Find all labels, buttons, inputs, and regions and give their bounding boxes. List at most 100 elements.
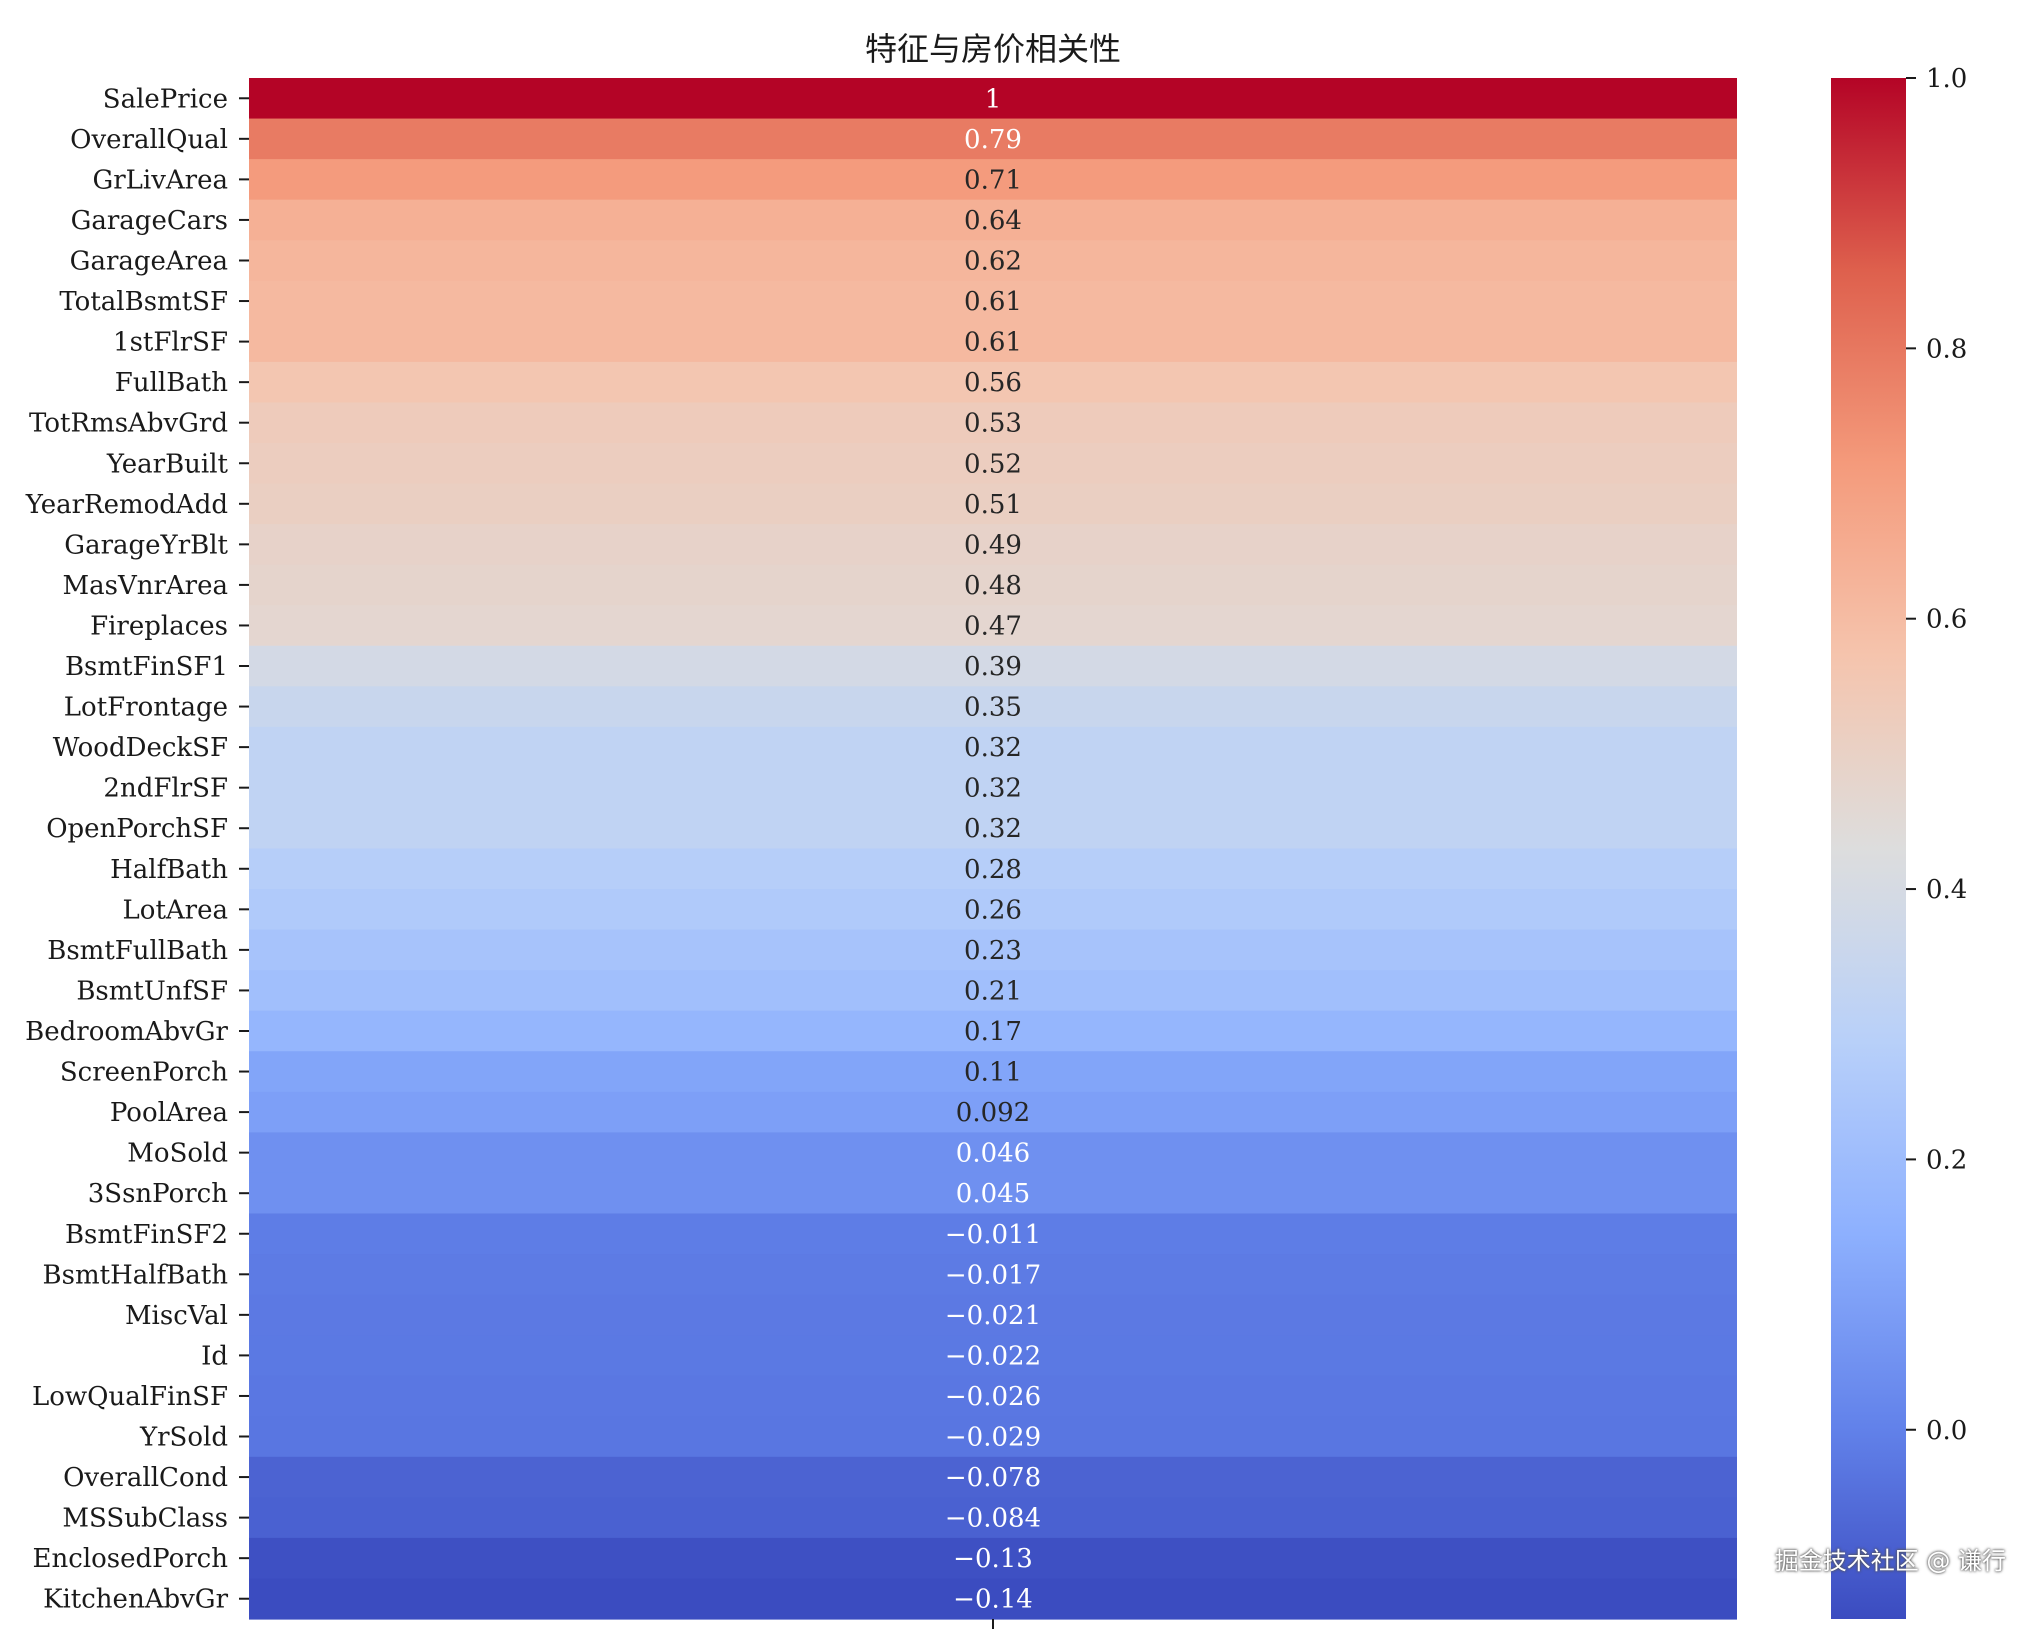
cell-value-label: 0.49 xyxy=(964,530,1022,560)
heatmap-cell-TotalBsmtSF xyxy=(249,280,1737,322)
cell-value-label: −0.026 xyxy=(945,1382,1041,1412)
cell-value-label: 0.61 xyxy=(964,287,1022,317)
heatmap-cell-GrLivArea xyxy=(249,159,1737,201)
y-tick-label: BsmtFullBath xyxy=(47,936,228,966)
colorbar-tick-label: 0.8 xyxy=(1926,334,1967,364)
cell-value-label: 0.045 xyxy=(956,1179,1030,1209)
y-tick-label: FullBath xyxy=(115,368,228,398)
colorbar-gradient xyxy=(1831,78,1906,1619)
cell-value-label: 0.32 xyxy=(964,774,1022,804)
heatmap-cell-OverallCond xyxy=(249,1456,1737,1498)
heatmap-cell-BedroomAbvGr xyxy=(249,1010,1737,1052)
cell-value-label: 0.53 xyxy=(964,409,1022,439)
y-tick-label: MiscVal xyxy=(125,1301,228,1331)
heatmap-cell-Id xyxy=(249,1335,1737,1377)
y-tick-label: GrLivArea xyxy=(92,165,228,195)
heatmap-cell-ScreenPorch xyxy=(249,1051,1737,1093)
cell-value-label: 1 xyxy=(985,84,1002,114)
cell-value-label: 0.79 xyxy=(964,125,1022,155)
y-tick-label: PoolArea xyxy=(110,1098,228,1128)
colorbar-tick-label: 0.6 xyxy=(1926,605,1967,635)
y-tick-label: TotRmsAbvGrd xyxy=(29,409,228,439)
cell-value-label: −0.14 xyxy=(953,1585,1033,1615)
heatmap-cell-BsmtFullBath xyxy=(249,929,1737,971)
cell-value-label: 0.62 xyxy=(964,246,1022,276)
heatmap-cell-LotArea xyxy=(249,889,1737,931)
heatmap-cell-TotRmsAbvGrd xyxy=(249,402,1737,444)
cell-value-label: 0.046 xyxy=(956,1139,1030,1169)
heatmap-cell-GarageYrBlt xyxy=(249,524,1737,566)
y-tick-label: MSSubClass xyxy=(62,1504,228,1534)
cell-value-label: 0.11 xyxy=(964,1058,1022,1088)
y-tick-label: YrSold xyxy=(139,1423,228,1453)
heatmap-cell-EnclosedPorch xyxy=(249,1537,1737,1580)
heatmap-cell-MSSubClass xyxy=(249,1497,1737,1539)
y-tick-label: BsmtUnfSF xyxy=(76,976,228,1006)
cell-value-label: −0.017 xyxy=(945,1260,1041,1290)
heatmap-cell-YearRemodAdd xyxy=(249,483,1737,525)
y-tick-label: LowQualFinSF xyxy=(32,1382,228,1412)
heatmap-cell-Fireplaces xyxy=(249,605,1737,647)
y-tick-label: 2ndFlrSF xyxy=(103,774,228,804)
y-tick-label: OpenPorchSF xyxy=(46,814,228,844)
y-tick-label: EnclosedPorch xyxy=(33,1544,229,1574)
cell-value-label: 0.35 xyxy=(964,693,1022,723)
cell-value-label: 0.28 xyxy=(964,855,1022,885)
colorbar-tick-label: 0.2 xyxy=(1926,1145,1967,1175)
colorbar-tick-label: 0.0 xyxy=(1926,1416,1967,1446)
y-tick-label: BsmtHalfBath xyxy=(43,1260,229,1290)
y-tick-label: OverallQual xyxy=(70,125,228,155)
y-tick-label: YearRemodAdd xyxy=(25,490,228,520)
cell-value-label: −0.13 xyxy=(953,1544,1033,1574)
cell-value-label: 0.51 xyxy=(964,490,1022,520)
cell-value-label: 0.092 xyxy=(956,1098,1030,1128)
cell-value-label: 0.47 xyxy=(964,611,1022,641)
colorbar: 0.0 0.2 0.4 0.6 0.8 1.0 xyxy=(1831,64,1967,1619)
colorbar-tick-label: 1.0 xyxy=(1926,64,1967,94)
heatmap-cell-MasVnrArea xyxy=(249,564,1737,606)
y-tick-label: BedroomAbvGr xyxy=(25,1017,228,1047)
heatmap-cell-FullBath xyxy=(249,361,1737,404)
colorbar-tick-label: 0.4 xyxy=(1926,875,1967,905)
y-tick-label: SalePrice xyxy=(103,84,228,114)
colorbar-ticks: 0.0 0.2 0.4 0.6 0.8 1.0 xyxy=(1906,64,1967,1446)
y-tick-label: GarageCars xyxy=(71,206,228,236)
cell-value-label: 0.52 xyxy=(964,449,1022,479)
heatmap-cell-SalePrice xyxy=(249,78,1737,120)
heatmap-cell-3SsnPorch xyxy=(249,1172,1737,1215)
y-tick-label: OverallCond xyxy=(63,1463,228,1493)
heatmap-cell-GarageArea xyxy=(249,240,1737,282)
heatmap-cell-WoodDeckSF xyxy=(249,726,1737,768)
cell-value-label: 0.61 xyxy=(964,328,1022,358)
y-axis-labels: SalePrice OverallQual GrLivArea GarageCars G… xyxy=(25,84,249,1615)
heatmap-cell-LotFrontage xyxy=(249,686,1737,728)
cell-value-label: 0.32 xyxy=(964,733,1022,763)
heatmap-cell-2ndFlrSF xyxy=(249,767,1737,809)
cell-value-label: −0.078 xyxy=(945,1463,1041,1493)
cell-value-label: −0.084 xyxy=(945,1504,1041,1534)
cell-value-label: 0.26 xyxy=(964,895,1022,925)
heatmap-cell-OpenPorchSF xyxy=(249,807,1737,850)
y-tick-label: MoSold xyxy=(127,1139,228,1169)
y-tick-label: WoodDeckSF xyxy=(53,733,228,763)
y-tick-label: BsmtFinSF1 xyxy=(65,652,228,682)
y-tick-label: TotalBsmtSF xyxy=(59,287,228,317)
cell-value-label: 0.17 xyxy=(964,1017,1022,1047)
y-tick-label: HalfBath xyxy=(110,855,228,885)
heatmap-cell-OverallQual xyxy=(249,118,1737,160)
y-tick-label: LotFrontage xyxy=(64,693,228,723)
heatmap-cells: 1 0.79 0.71 0.64 0.62 0.61 0.61 0.56 0.53 0.52 0.5… xyxy=(249,78,1737,1620)
y-tick-label: 1stFlrSF xyxy=(113,328,228,358)
heatmap-cell-BsmtFinSF1 xyxy=(249,645,1737,687)
heatmap-cell-HalfBath xyxy=(249,848,1737,890)
heatmap-cell-YrSold xyxy=(249,1416,1737,1458)
heatmap-cell-LowQualFinSF xyxy=(249,1375,1737,1417)
cell-value-label: 0.56 xyxy=(964,368,1022,398)
y-tick-label: GarageArea xyxy=(70,246,228,276)
watermark: 掘金技术社区 @ 谦行 xyxy=(1774,1547,2006,1575)
cell-value-label: 0.64 xyxy=(964,206,1022,236)
y-tick-label: Fireplaces xyxy=(90,611,228,641)
cell-value-label: 0.48 xyxy=(964,571,1022,601)
cell-value-label: 0.21 xyxy=(964,976,1022,1006)
